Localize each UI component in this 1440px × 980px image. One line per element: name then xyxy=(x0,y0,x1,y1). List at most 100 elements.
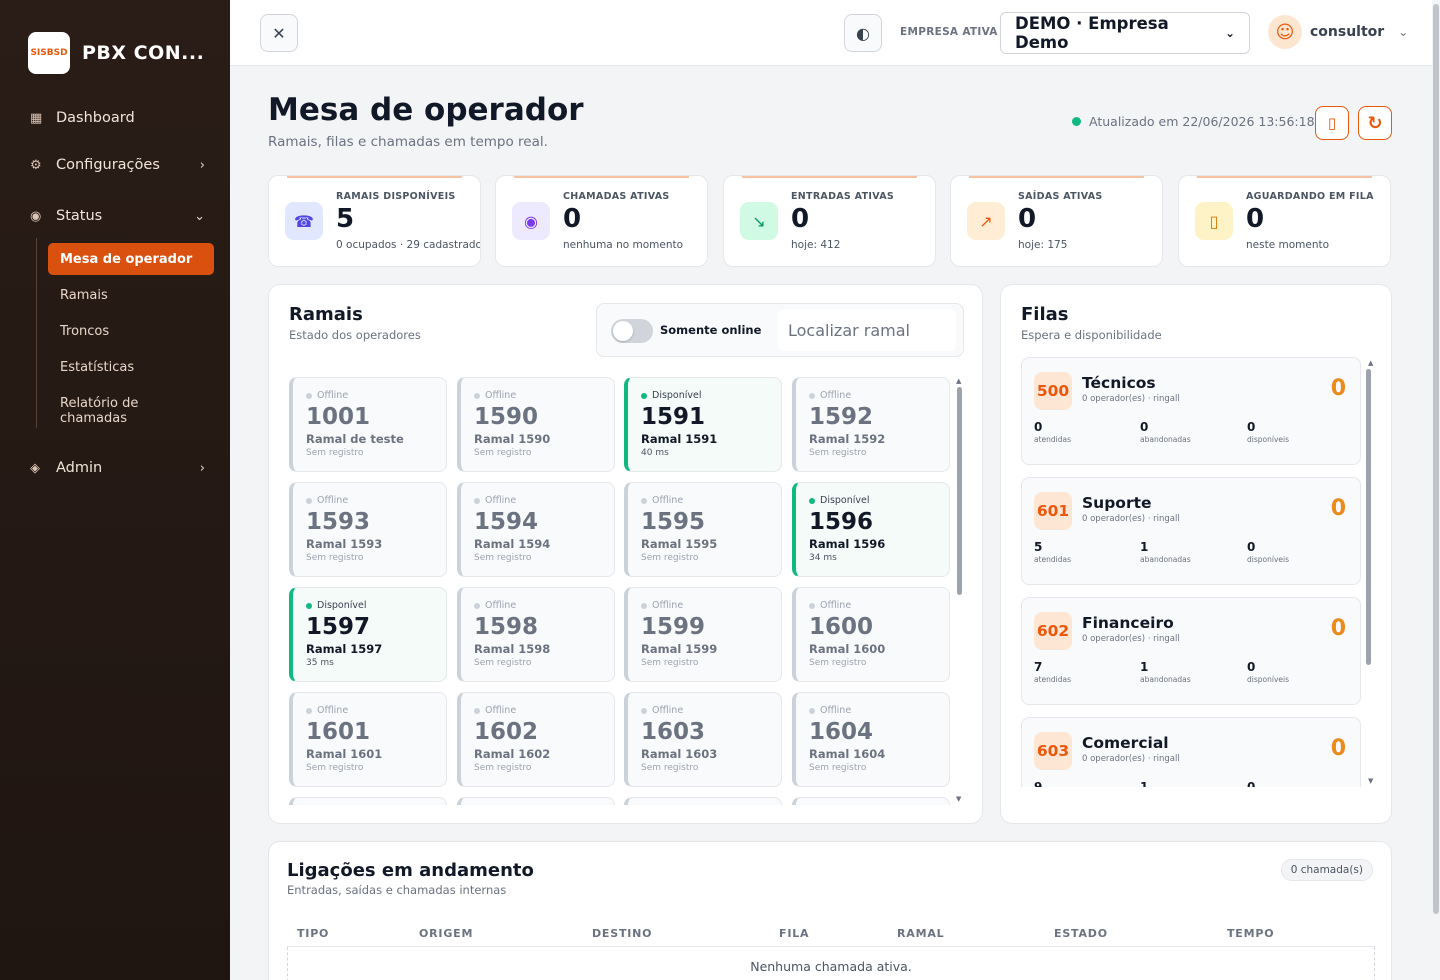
sidebar-item-configuracoes[interactable]: ⚙ Configurações › xyxy=(30,157,205,173)
user-menu[interactable]: ☺ consultor ⌄ xyxy=(1268,15,1408,49)
online-only-toggle[interactable] xyxy=(611,319,653,343)
ramal-number: 1595 xyxy=(641,509,706,535)
stat-icon: ↘ xyxy=(740,202,778,240)
column-header[interactable]: TIPO xyxy=(297,927,330,940)
fila-stat-label: abandonadas xyxy=(1140,675,1191,684)
ramal-status-label: Offline xyxy=(485,390,517,401)
sidebar: SISBSD PBX CON... ▦ Dashboard ⚙ Configur… xyxy=(0,0,230,980)
refresh-button[interactable]: ↻ xyxy=(1358,106,1392,140)
fila-card[interactable]: 602 Financeiro 0 operador(es) · ringall 0 7 a… xyxy=(1021,597,1361,705)
fila-stat-abandonadas: 0 abandonadas xyxy=(1140,420,1191,444)
ramal-card[interactable]: Offline 1598 Ramal 1598 Sem registro xyxy=(457,587,615,682)
fila-stat-value: 0 xyxy=(1247,420,1256,434)
ramal-number: 1600 xyxy=(809,614,874,640)
filas-title: Filas xyxy=(1021,304,1069,325)
filas-panel: Filas Espera e disponibilidade 500 Técnic… xyxy=(1000,284,1392,824)
fila-stat-label: abandonadas xyxy=(1140,555,1191,564)
ramal-detail: Sem registro xyxy=(641,553,699,563)
sidebar-item-label: Mesa de operador xyxy=(60,251,193,267)
column-header[interactable]: FILA xyxy=(779,927,810,940)
status-dot-icon xyxy=(809,602,815,609)
ramal-status-label: Offline xyxy=(820,390,852,401)
ramal-card[interactable]: Offline 1594 Ramal 1594 Sem registro xyxy=(457,482,615,577)
stat-subtext: hoje: 412 xyxy=(791,239,841,251)
ramal-status-label: Offline xyxy=(652,495,684,506)
ramal-card[interactable] xyxy=(624,797,782,805)
sidebar-item-mesa-de-operador[interactable]: Mesa de operador xyxy=(48,243,214,275)
ramal-card[interactable]: Offline 1604 Ramal 1604 Sem registro xyxy=(792,692,950,787)
fila-stat-value: 0 xyxy=(1034,420,1043,434)
scroll-down-icon[interactable]: ▼ xyxy=(1368,777,1374,785)
theme-toggle-button[interactable]: ◐ xyxy=(844,14,882,52)
column-header[interactable]: DESTINO xyxy=(592,927,653,940)
column-header[interactable]: TEMPO xyxy=(1227,927,1275,940)
stat-label: RAMAIS DISPONÍVEIS xyxy=(336,191,456,202)
stat-subtext: neste momento xyxy=(1246,239,1330,251)
fila-stat-atendidas: 9atendidas xyxy=(1034,780,1071,787)
chevron-down-icon: ⌄ xyxy=(1224,26,1235,40)
ramal-card[interactable]: Disponível 1597 Ramal 1597 35 ms xyxy=(289,587,447,682)
fila-stat-atendidas: 7 atendidas xyxy=(1034,660,1071,684)
user-name: consultor xyxy=(1310,24,1385,40)
ramal-card[interactable] xyxy=(792,797,950,805)
sidebar-item-admin[interactable]: ◈ Admin › xyxy=(30,460,205,476)
ramal-name: Ramal 1590 xyxy=(474,432,551,446)
fila-card[interactable]: 500 Técnicos 0 operador(es) · ringall 0 0 ate… xyxy=(1021,357,1361,465)
ramal-card[interactable]: Offline 1602 Ramal 1602 Sem registro xyxy=(457,692,615,787)
ramal-status: Offline xyxy=(641,705,683,716)
sidebar-item-dashboard[interactable]: ▦ Dashboard xyxy=(30,110,205,126)
empresa-select[interactable]: DEMO · Empresa Demo ⌄ xyxy=(1000,12,1250,54)
fila-stat-label: disponíveis xyxy=(1247,435,1289,444)
column-header[interactable]: RAMAL xyxy=(897,927,945,940)
ramal-card[interactable]: Offline 1603 Ramal 1603 Sem registro xyxy=(624,692,782,787)
ramal-card[interactable]: Disponível 1591 Ramal 1591 40 ms xyxy=(624,377,782,472)
fila-stat-value: 5 xyxy=(1034,540,1043,554)
stat-value: 0 xyxy=(1246,204,1265,234)
ramal-detail: Sem registro xyxy=(306,553,364,563)
sidebar-item-relatorio-de-chamadas[interactable]: Relatório de chamadas xyxy=(60,396,139,426)
ramal-status: Disponível xyxy=(809,495,870,506)
sidebar-item-troncos[interactable]: Troncos xyxy=(60,324,110,339)
scroll-down-icon[interactable]: ▼ xyxy=(956,795,962,803)
ramal-number: 1594 xyxy=(474,509,539,535)
ramal-card[interactable]: Offline 1599 Ramal 1599 Sem registro xyxy=(624,587,782,682)
ramal-name: Ramal 1595 xyxy=(641,537,718,551)
sidebar-item-ramais[interactable]: Ramais xyxy=(60,288,108,303)
ramal-number: 1602 xyxy=(474,719,539,745)
ramal-number: 1597 xyxy=(306,614,371,640)
ramal-card[interactable]: Disponível 1596 Ramal 1596 34 ms xyxy=(792,482,950,577)
ramal-card[interactable]: Offline 1590 Ramal 1590 Sem registro xyxy=(457,377,615,472)
ramal-card[interactable] xyxy=(457,797,615,805)
filas-list: 500 Técnicos 0 operador(es) · ringall 0 0 ate… xyxy=(1019,357,1365,787)
scroll-up-icon[interactable]: ▲ xyxy=(1368,359,1374,367)
sidebar-item-estatisticas[interactable]: Estatísticas xyxy=(60,360,135,375)
ramal-card[interactable] xyxy=(289,797,447,805)
sidebar-item-status[interactable]: ◉ Status ⌄ xyxy=(30,208,205,224)
ramal-card[interactable]: Offline 1001 Ramal de teste Sem registro xyxy=(289,377,447,472)
page-scrollbar[interactable] xyxy=(1433,4,1439,914)
close-sidebar-button[interactable]: ✕ xyxy=(260,14,298,52)
ramal-card[interactable]: Offline 1593 Ramal 1593 Sem registro xyxy=(289,482,447,577)
fila-card[interactable]: 603 Comercial 0 operador(es) · ringall 0 9at… xyxy=(1021,717,1361,787)
fila-card[interactable]: 601 Suporte 0 operador(es) · ringall 0 5 aten… xyxy=(1021,477,1361,585)
column-header[interactable]: ESTADO xyxy=(1054,927,1108,940)
pause-button[interactable]: ▯ xyxy=(1315,106,1349,140)
status-dot-icon xyxy=(641,392,647,399)
fila-stat-label: atendidas xyxy=(1034,675,1072,684)
search-input[interactable] xyxy=(778,309,956,351)
ramal-status-label: Disponível xyxy=(317,600,367,611)
ramal-card[interactable]: Offline 1595 Ramal 1595 Sem registro xyxy=(624,482,782,577)
column-header[interactable]: ORIGEM xyxy=(419,927,474,940)
fila-stat-label: atendidas xyxy=(1034,555,1072,564)
filas-scrollbar[interactable] xyxy=(1366,369,1371,665)
scroll-up-icon[interactable]: ▲ xyxy=(956,377,962,385)
ramal-card[interactable]: Offline 1601 Ramal 1601 Sem registro xyxy=(289,692,447,787)
ramal-card[interactable]: Offline 1600 Ramal 1600 Sem registro xyxy=(792,587,950,682)
ramais-scrollbar[interactable] xyxy=(957,387,962,595)
stat-card: ↗ SAÍDAS ATIVAS 0 hoje: 175 xyxy=(950,175,1163,267)
brand[interactable]: SISBSD PBX CON... xyxy=(28,32,204,74)
ramal-card[interactable]: Offline 1592 Ramal 1592 Sem registro xyxy=(792,377,950,472)
stat-subtext: nenhuma no momento xyxy=(563,239,684,251)
stat-value: 0 xyxy=(791,204,810,234)
ramal-status-label: Offline xyxy=(485,705,517,716)
